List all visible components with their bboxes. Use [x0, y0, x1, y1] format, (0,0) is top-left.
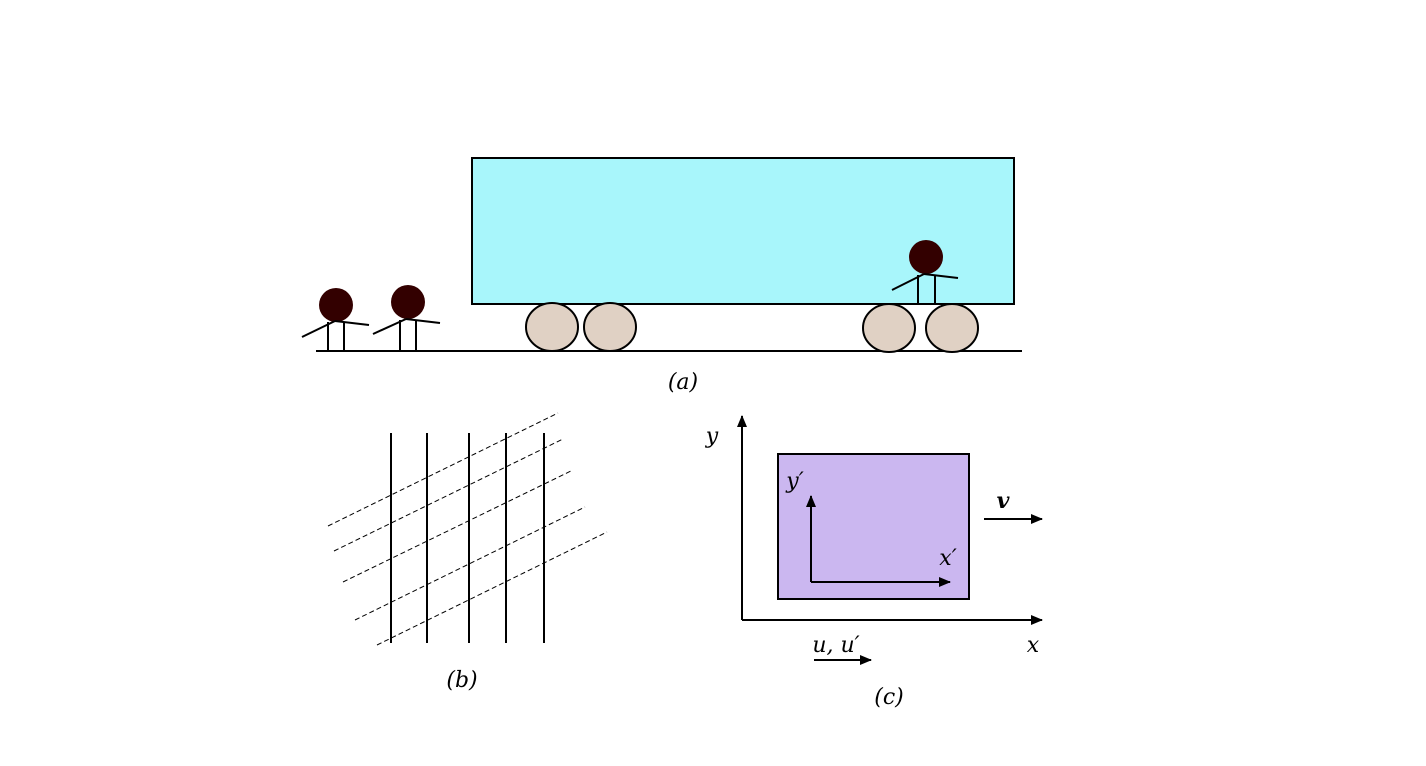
panel-c-caption: (c)	[874, 685, 904, 710]
y-prime-label: y′	[785, 469, 803, 494]
train-car	[471, 157, 1015, 305]
panel-c: y x y′ x′ v u, u′ (c)	[705, 415, 1043, 710]
simultaneity-line	[327, 412, 559, 527]
x-axis-label: x	[1027, 633, 1040, 658]
train-observer	[891, 240, 959, 304]
wheel	[925, 303, 979, 353]
ground-observer	[372, 285, 441, 351]
moving-frame	[777, 453, 970, 600]
observer-head	[319, 288, 353, 322]
panel-a: (a)	[301, 157, 1022, 395]
panel-b-caption: (b)	[446, 668, 477, 693]
speed-label: u, u′	[812, 633, 859, 658]
panel-a-caption: (a)	[668, 370, 698, 395]
observer-head	[391, 285, 425, 319]
ground-observer	[301, 288, 370, 351]
simultaneity-line	[376, 531, 608, 646]
y-axis-label: y	[705, 424, 719, 449]
x-prime-label: x′	[939, 546, 956, 571]
simultaneity-line	[354, 506, 586, 621]
velocity-label: v	[997, 488, 1010, 514]
wheel	[862, 303, 916, 353]
simultaneity-line	[342, 469, 574, 583]
panel-b: (b)	[327, 412, 608, 693]
observer-head	[909, 240, 943, 274]
wheel	[525, 302, 579, 352]
wheel	[583, 302, 637, 352]
simultaneity-line	[333, 438, 564, 552]
